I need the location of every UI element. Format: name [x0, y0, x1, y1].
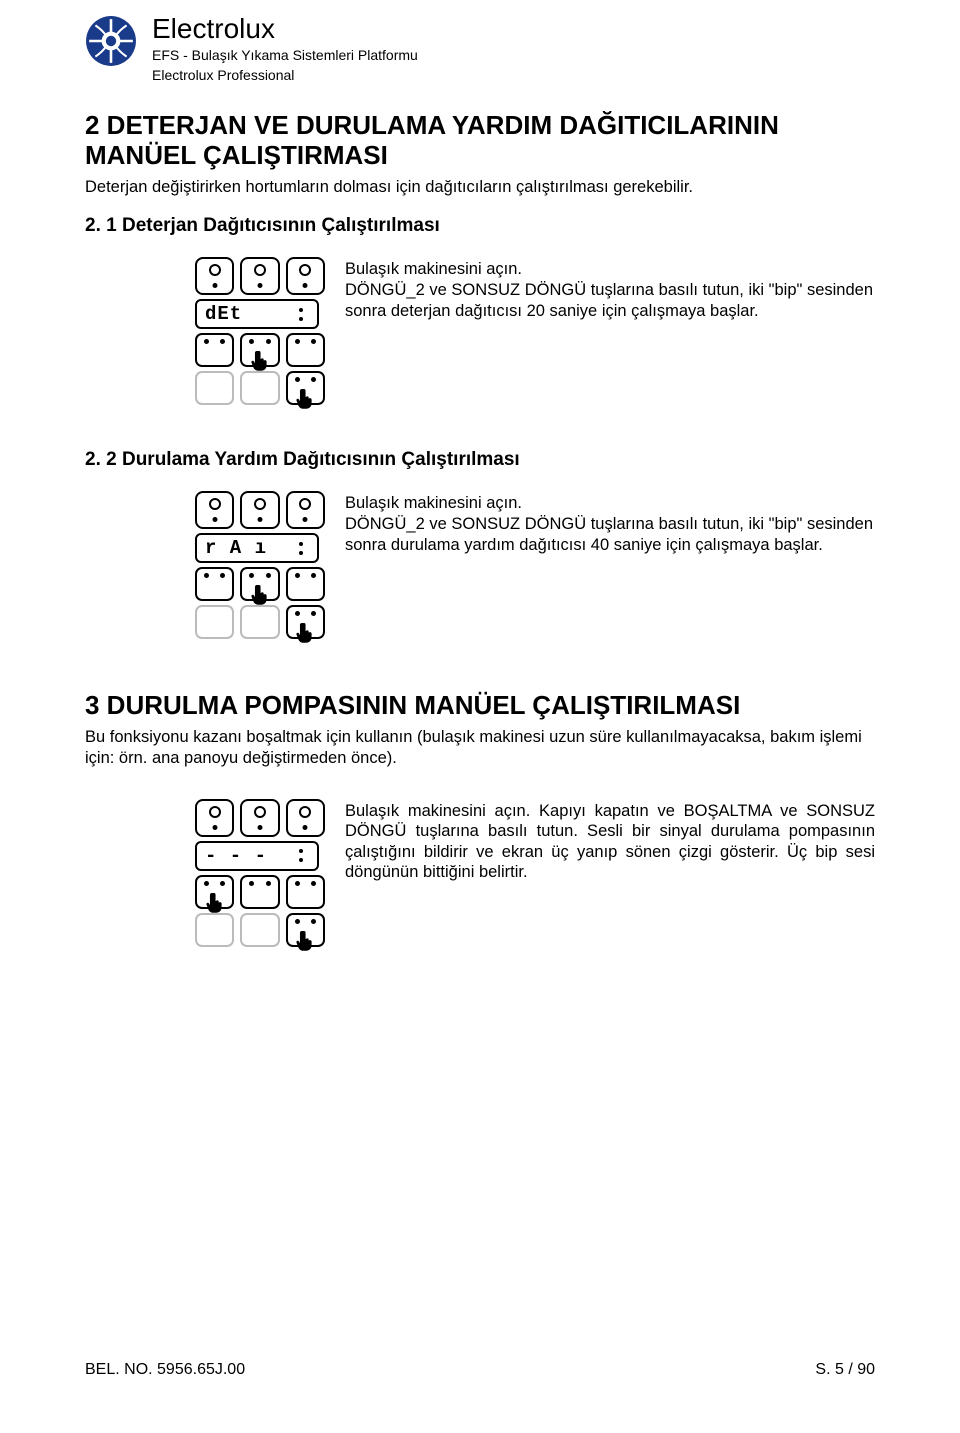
press-hand-icon [294, 929, 316, 955]
section-2-heading: 2 DETERJAN VE DURULAMA YARDIM DAĞITICILA… [85, 111, 875, 171]
lcd-display: dEt [205, 303, 242, 325]
section-2-2-heading: 2. 2 Durulama Yardım Dağıtıcısının Çalış… [85, 449, 875, 471]
footer-doc-no: BEL. NO. 5956.65J.00 [85, 1361, 245, 1379]
lcd-display: r A ı [205, 537, 267, 559]
section-2-1-heading: 2. 1 Deterjan Dağıtıcısının Çalıştırılma… [85, 215, 875, 237]
instruction-3: - - - Bulaşık makinesini açın. Kapıyı ka… [195, 799, 875, 951]
instruction-2-1-text: Bulaşık makinesini açın. DÖNGÜ_2 ve SONS… [345, 257, 875, 321]
electrolux-logo [85, 15, 137, 67]
document-header: Electrolux EFS - Bulaşık Yıkama Sistemle… [85, 15, 875, 83]
page-footer: BEL. NO. 5956.65J.00 S. 5 / 90 [85, 1361, 875, 1379]
lcd-display: - - - [205, 845, 267, 867]
instruction-2-2-text: Bulaşık makinesini açın. DÖNGÜ_2 ve SONS… [345, 491, 875, 555]
press-hand-icon [294, 387, 316, 413]
section-2-intro: Deterjan değiştirirken hortumların dolma… [85, 177, 875, 198]
section-3-heading: 3 DURULMA POMPASININ MANÜEL ÇALIŞTIRILMA… [85, 691, 875, 721]
instruction-3-text: Bulaşık makinesini açın. Kapıyı kapatın … [345, 799, 875, 884]
platform-name: EFS - Bulaşık Yıkama Sistemleri Platform… [152, 47, 418, 63]
press-hand-icon [294, 621, 316, 647]
instruction-2-1: dEt Bulaşık makinesini açın. DÖNGÜ_2 ve … [195, 257, 875, 409]
section-3-intro: Bu fonksiyonu kazanı boşaltmak için kull… [85, 727, 875, 768]
control-panel-diagram: r A ı [195, 491, 325, 643]
sub-brand: Electrolux Professional [152, 67, 418, 83]
footer-page-no: S. 5 / 90 [815, 1361, 875, 1379]
control-panel-diagram: dEt [195, 257, 325, 409]
control-panel-diagram: - - - [195, 799, 325, 951]
instruction-2-2: r A ı Bulaşık makinesini açın. DÖNGÜ_2 v… [195, 491, 875, 643]
brand-name: Electrolux [152, 15, 418, 43]
